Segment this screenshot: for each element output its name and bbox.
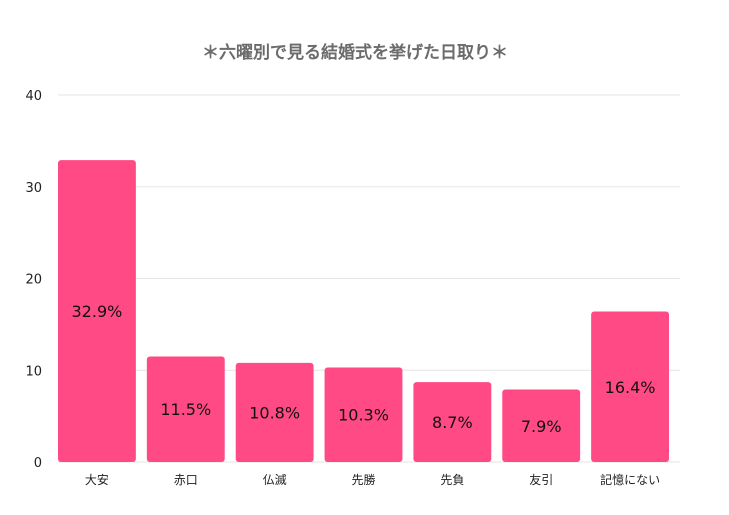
x-tick-label: 先負 <box>440 473 464 487</box>
x-axis-ticks: 大安 赤口 仏滅 先勝 先負 友引 記憶にない <box>85 472 660 487</box>
data-labels: 32.9% 11.5% 10.8% 10.3% 8.7% 7.9% 16.4% <box>72 302 656 436</box>
y-tick-label: 40 <box>25 89 42 104</box>
y-axis-ticks: 0 10 20 30 40 <box>25 89 42 471</box>
bar <box>235 362 314 462</box>
x-tick-label: 赤口 <box>174 473 198 487</box>
bar-value-label: 11.5% <box>160 400 211 419</box>
y-tick-label: 20 <box>25 273 42 288</box>
x-tick-label: 仏滅 <box>263 473 287 487</box>
bar-value-label: 16.4% <box>605 378 656 397</box>
bar-value-label: 8.7% <box>432 413 473 432</box>
x-tick-label: 先勝 <box>351 472 375 487</box>
bar <box>413 382 492 462</box>
y-tick-label: 0 <box>34 456 42 471</box>
bar-value-label: 10.3% <box>338 406 389 425</box>
y-tick-label: 10 <box>25 364 42 379</box>
bar <box>58 160 136 462</box>
x-tick-label: 友引 <box>529 473 553 487</box>
bar <box>324 367 403 462</box>
x-tick-label: 大安 <box>85 472 109 487</box>
bar-value-label: 32.9% <box>72 302 123 321</box>
bar <box>146 356 225 462</box>
chart-title: ＊六曜別で見る結婚式を挙げた日取り＊ <box>202 42 508 63</box>
y-tick-label: 30 <box>25 181 42 196</box>
x-tick-label: 記憶にない <box>600 472 660 487</box>
bar <box>502 389 581 462</box>
bars <box>58 160 669 462</box>
bar <box>591 311 669 462</box>
bar-value-label: 7.9% <box>521 417 562 436</box>
bar-value-label: 10.8% <box>249 403 300 422</box>
